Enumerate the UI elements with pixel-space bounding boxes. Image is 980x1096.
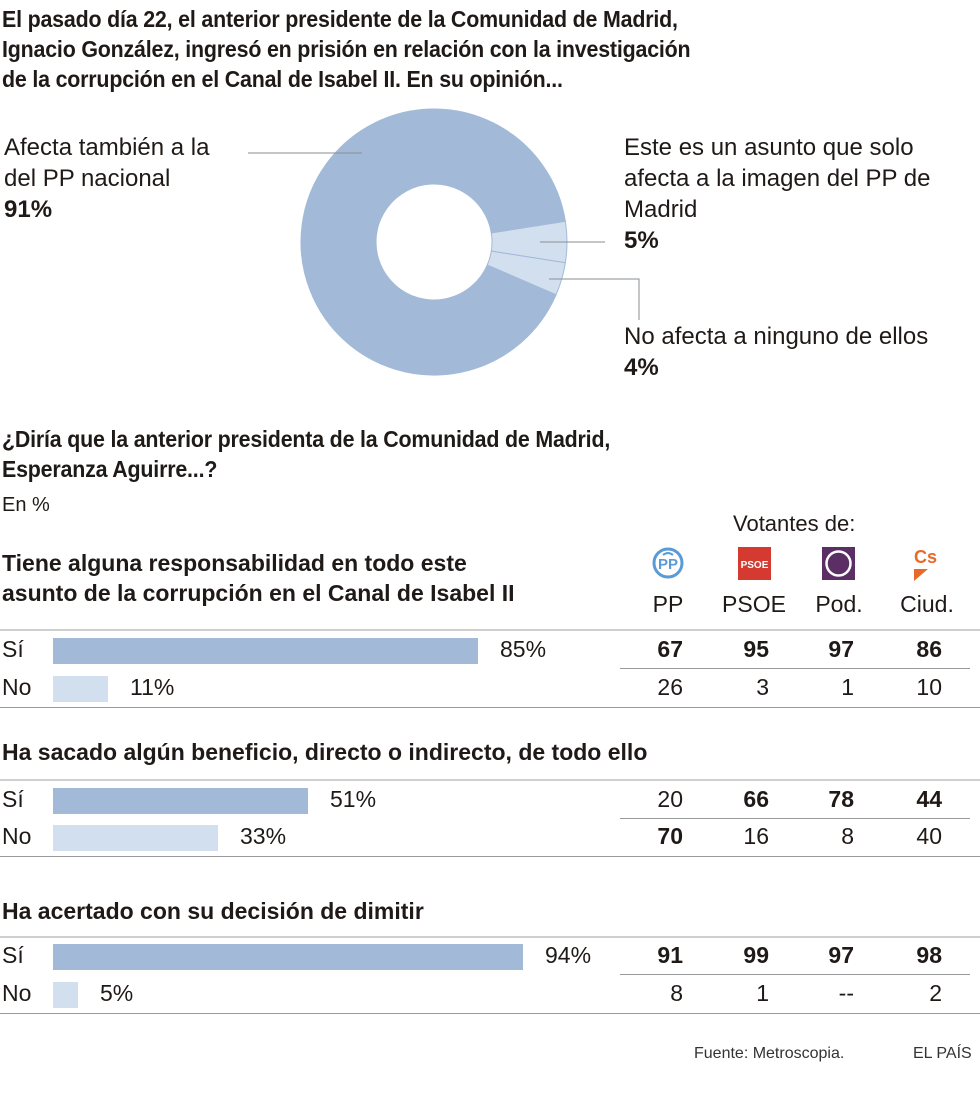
party-value: 8 <box>670 980 683 1006</box>
unit-label: En % <box>2 494 50 516</box>
main-title-line: El pasado día 22, el anterior presidente… <box>2 6 678 32</box>
party-value: 16 <box>743 823 769 849</box>
slice-label-text: Este es un asunto que solo <box>624 134 914 161</box>
question-title: Ha acertado con su decisión de dimitir <box>2 898 424 924</box>
party-value: 1 <box>841 674 854 700</box>
party-value: 98 <box>916 942 942 968</box>
party-name-pp: PP <box>652 591 684 617</box>
divider <box>620 818 970 819</box>
slice-value: 4% <box>624 354 659 381</box>
party-value: 1 <box>756 980 769 1006</box>
party-value: 10 <box>916 674 942 700</box>
divider <box>620 974 970 975</box>
party-value: 20 <box>657 786 683 812</box>
svg-text:PP: PP <box>658 556 678 573</box>
party-value: 97 <box>828 636 854 662</box>
section-title-line: ¿Diría que la anterior presidenta de la … <box>2 426 611 452</box>
divider <box>0 936 980 938</box>
slice-label-text: Afecta también a la <box>4 134 210 161</box>
bar-value-label: 5% <box>100 980 134 1006</box>
party-value: 40 <box>916 823 942 849</box>
main-title: El pasado día 22, el anterior presidente… <box>2 4 932 94</box>
question-title-line: asunto de la corrupción en el Canal de I… <box>2 580 515 606</box>
row-label: No <box>2 823 32 849</box>
divider <box>0 856 980 857</box>
svg-text:PSOE: PSOE <box>741 560 769 571</box>
psoe-logo-icon: PSOE <box>738 547 771 580</box>
slice-label-text: afecta a la imagen del PP de <box>624 165 931 192</box>
source-note: Fuente: Metroscopia. <box>694 1045 845 1062</box>
party-name-ciudadanos: Ciud. <box>900 591 954 617</box>
party-value: 2 <box>929 980 942 1006</box>
slice-value: 5% <box>624 227 659 254</box>
bar-value-label: 94% <box>545 942 592 968</box>
question-title-line: Tiene alguna responsabilidad en todo est… <box>2 550 467 576</box>
row-label: Sí <box>2 636 24 662</box>
podemos-logo-icon <box>822 547 855 580</box>
svg-text:Cs: Cs <box>914 547 937 567</box>
slice-label-ninguno: No afecta a ninguno de ellos 4% <box>624 321 928 383</box>
slice-label-pp-madrid: Este es un asunto que solo afecta a la i… <box>624 132 930 256</box>
divider <box>620 668 970 669</box>
party-value: 67 <box>657 636 683 662</box>
slice-label-pp-nacional: Afecta también a la del PP nacional 91% <box>4 132 209 225</box>
bar-no <box>53 676 108 702</box>
party-value: 70 <box>657 823 683 849</box>
slice-label-text: Madrid <box>624 196 698 223</box>
party-value: 97 <box>828 942 854 968</box>
ciudadanos-logo-icon: Cs <box>914 547 937 581</box>
voters-header: Votantes de: <box>733 511 856 536</box>
divider <box>0 707 980 708</box>
bar-si <box>53 788 308 814</box>
row-label: No <box>2 674 32 700</box>
slice-value: 91% <box>4 196 53 223</box>
question-title: Tiene alguna responsabilidad en todo est… <box>2 548 515 608</box>
bar-no <box>53 825 218 851</box>
divider <box>0 629 980 631</box>
party-value: 3 <box>756 674 769 700</box>
section-title-line: Esperanza Aguirre...? <box>2 456 218 482</box>
pp-logo-icon: PP <box>652 547 684 579</box>
bar-si <box>53 638 478 664</box>
party-value: 95 <box>743 636 769 662</box>
party-value: -- <box>838 980 854 1006</box>
bar-value-label: 51% <box>330 786 377 812</box>
bar-si <box>53 944 523 970</box>
row-label: No <box>2 980 32 1006</box>
party-name-podemos: Pod. <box>815 591 863 617</box>
main-title-line: Ignacio González, ingresó en prisión en … <box>2 36 691 62</box>
divider <box>0 779 980 781</box>
divider <box>0 1013 980 1014</box>
party-value: 99 <box>743 942 769 968</box>
bar-value-label: 85% <box>500 636 547 662</box>
question-title: Ha sacado algún beneficio, directo o ind… <box>2 739 648 765</box>
party-value: 86 <box>916 636 942 662</box>
party-value: 78 <box>828 786 854 812</box>
bar-value-label: 33% <box>240 823 287 849</box>
party-value: 26 <box>657 674 683 700</box>
donut-chart <box>248 108 640 376</box>
brand-label: EL PAÍS <box>913 1045 972 1062</box>
section-title: ¿Diría que la anterior presidenta de la … <box>2 424 932 484</box>
slice-label-text: No afecta a ninguno de ellos <box>624 323 929 350</box>
party-name-psoe: PSOE <box>722 591 786 617</box>
bar-no <box>53 982 78 1008</box>
bar-value-label: 11% <box>130 674 175 700</box>
slice-pp-nacional <box>300 108 566 376</box>
row-label: Sí <box>2 786 24 812</box>
leader-line-ninguno <box>549 278 640 320</box>
party-value: 66 <box>743 786 769 812</box>
party-value: 8 <box>841 823 854 849</box>
party-value: 91 <box>657 942 683 968</box>
party-value: 44 <box>916 786 942 812</box>
row-label: Sí <box>2 942 24 968</box>
main-title-line: de la corrupción en el Canal de Isabel I… <box>2 66 563 92</box>
slice-label-text: del PP nacional <box>4 165 171 192</box>
